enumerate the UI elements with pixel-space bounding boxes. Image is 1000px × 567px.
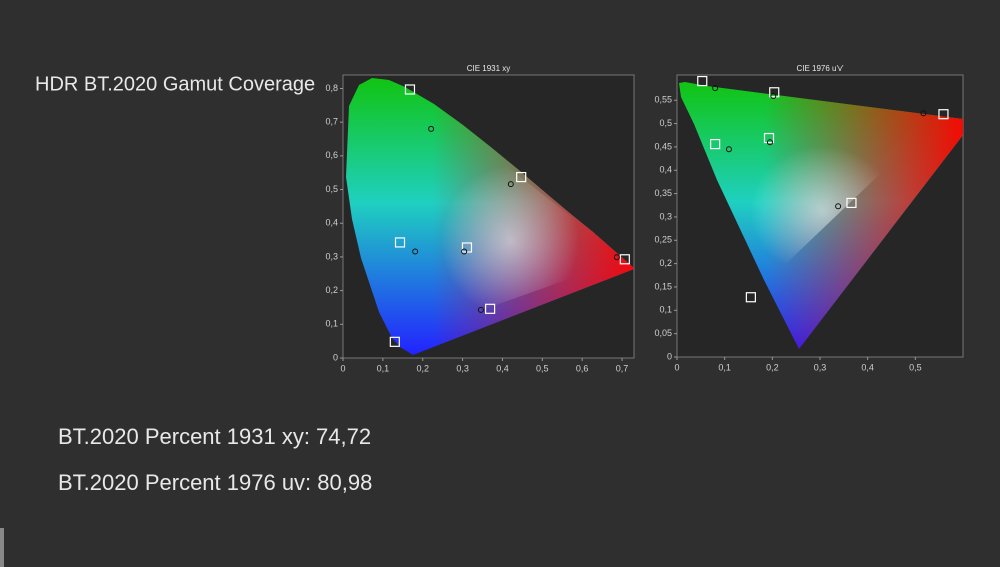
y-tick-label: 0,35: [654, 188, 672, 198]
measured-point: [461, 248, 468, 255]
target-point: [769, 87, 780, 98]
measured-point: [920, 110, 927, 117]
x-tick-label: 0,2: [766, 362, 779, 372]
result-1976: BT.2020 Percent 1976 uv: 80,98: [58, 470, 372, 495]
x-tick-label: 0,1: [377, 363, 390, 373]
x-tick-label: 0: [340, 363, 345, 373]
x-tick-label: 0,1: [718, 362, 731, 372]
target-point: [619, 254, 630, 265]
result-1931: BT.2020 Percent 1931 xy: 74,72: [58, 424, 371, 449]
target-point: [710, 138, 721, 150]
y-tick-label: 0,3: [325, 251, 338, 261]
measured-point: [766, 139, 773, 146]
x-tick-label: 0,4: [496, 363, 509, 373]
page-title: HDR BT.2020 Gamut Coverage: [35, 73, 315, 95]
target-point: [484, 303, 496, 314]
x-tick-label: 0: [674, 362, 679, 372]
chart-title: CIE 1976 u'v': [796, 64, 844, 73]
measured-point: [507, 181, 514, 188]
target-point: [938, 109, 949, 120]
y-tick-label: 0,5: [659, 118, 672, 128]
x-tick-label: 0,5: [536, 363, 549, 373]
target-point: [389, 336, 400, 347]
measured-point: [412, 248, 419, 255]
y-tick-label: 0,25: [654, 235, 672, 245]
target-point: [846, 197, 857, 209]
edge-mark: [0, 528, 4, 567]
target-point: [763, 132, 775, 144]
y-tick-label: 0,1: [325, 319, 338, 329]
x-tick-label: 0,3: [814, 362, 827, 372]
y-tick-label: 0,8: [325, 83, 338, 93]
y-tick-label: 0,5: [325, 184, 338, 194]
y-tick-label: 0,1: [659, 305, 672, 315]
measured-point: [428, 125, 435, 132]
x-tick-label: 0,4: [861, 362, 874, 372]
target-point: [745, 292, 756, 303]
y-tick-label: 0: [333, 352, 338, 362]
y-tick-label: 0,05: [654, 328, 672, 338]
x-tick-label: 0,3: [456, 363, 469, 373]
y-tick-label: 0,4: [325, 218, 338, 228]
measured-point: [770, 93, 777, 100]
measured-point: [613, 254, 620, 261]
measured-point: [725, 146, 732, 153]
target-point: [394, 237, 406, 248]
y-tick-label: 0,2: [659, 258, 672, 268]
target-point: [516, 171, 527, 183]
x-tick-label: 0,5: [909, 362, 922, 372]
y-tick-label: 0,7: [325, 117, 338, 127]
measured-point: [835, 203, 842, 210]
target-point: [404, 84, 416, 95]
measured-point: [477, 306, 484, 313]
y-tick-label: 0: [667, 351, 672, 361]
y-tick-label: 0,6: [325, 150, 338, 160]
y-tick-label: 0,45: [654, 141, 672, 151]
x-tick-label: 0,2: [416, 363, 429, 373]
y-tick-label: 0,4: [659, 165, 672, 175]
y-tick-label: 0,55: [654, 95, 672, 105]
x-tick-label: 0,6: [576, 363, 589, 373]
measured-point: [712, 85, 719, 92]
y-tick-label: 0,2: [325, 285, 338, 295]
target-point: [697, 75, 708, 87]
y-tick-label: 0,15: [654, 281, 672, 291]
chart-title: CIE 1931 xy: [467, 64, 511, 73]
y-tick-label: 0,3: [659, 211, 672, 221]
x-tick-label: 0,7: [616, 363, 629, 373]
locus-1931: [346, 78, 634, 355]
locus-1976: [679, 81, 963, 349]
